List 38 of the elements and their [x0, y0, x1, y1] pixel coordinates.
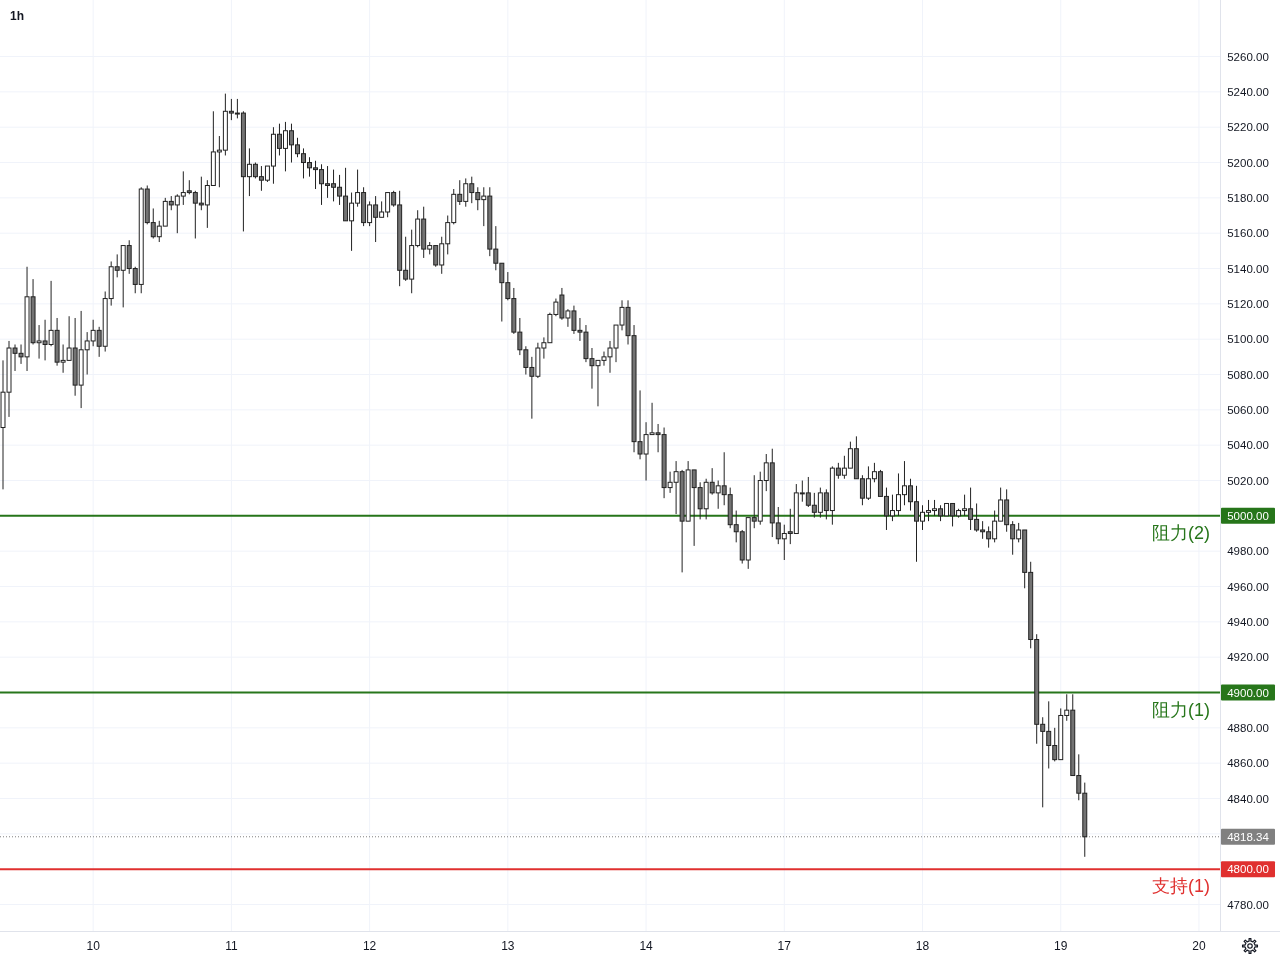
x-tick-label: 17: [777, 939, 792, 953]
y-tick-label: 5260.00: [1227, 50, 1269, 63]
y-tick-label: 4980.00: [1227, 545, 1269, 558]
ref-line-label: 阻力(1): [1152, 699, 1210, 720]
x-tick-label: 11: [225, 939, 238, 953]
y-tick-label: 5220.00: [1227, 121, 1269, 134]
ref-line-label: 支持(1): [1152, 876, 1210, 897]
x-tick-label: 18: [915, 939, 930, 953]
y-tick-label: 4800.00: [1227, 863, 1269, 876]
text: 1h: [10, 9, 25, 23]
y-tick-label: 5000.00: [1227, 509, 1269, 522]
x-tick-label: 10: [86, 939, 101, 953]
ref-line-label: 4818.34: [1227, 830, 1270, 843]
x-tick-label: 13: [501, 939, 515, 953]
y-tick-label: 5200.00: [1227, 156, 1269, 169]
y-tick-label: 5100.00: [1227, 333, 1269, 346]
y-tick-label: 5120.00: [1227, 297, 1269, 310]
y-tick-label: 4880.00: [1227, 721, 1269, 734]
y-tick-label: 4920.00: [1227, 651, 1269, 664]
x-tick-label: 14: [639, 939, 654, 953]
y-tick-label: 5180.00: [1227, 191, 1269, 204]
x-tick-label: 12: [362, 939, 377, 953]
y-tick-label: 5020.00: [1227, 474, 1269, 487]
y-tick-label: 4780.00: [1227, 898, 1269, 911]
x-tick-label: 19: [1054, 939, 1068, 953]
y-tick-label: 5080.00: [1227, 368, 1269, 381]
y-tick-label: 4900.00: [1227, 686, 1269, 699]
y-tick-label: 5140.00: [1227, 262, 1269, 275]
y-tick-label: 4940.00: [1227, 615, 1269, 628]
y-tick-label: 4840.00: [1227, 792, 1269, 805]
y-tick-label: 5160.00: [1227, 227, 1269, 240]
y-tick-label: 4960.00: [1227, 580, 1269, 593]
y-tick-label: 5060.00: [1227, 403, 1269, 416]
y-tick-label: 5040.00: [1227, 439, 1269, 452]
ref-line-label: 阻力(2): [1152, 522, 1210, 543]
x-tick-label: 20: [1192, 939, 1206, 953]
y-tick-label: 4860.00: [1227, 757, 1269, 770]
y-tick-label: 5240.00: [1227, 85, 1269, 98]
